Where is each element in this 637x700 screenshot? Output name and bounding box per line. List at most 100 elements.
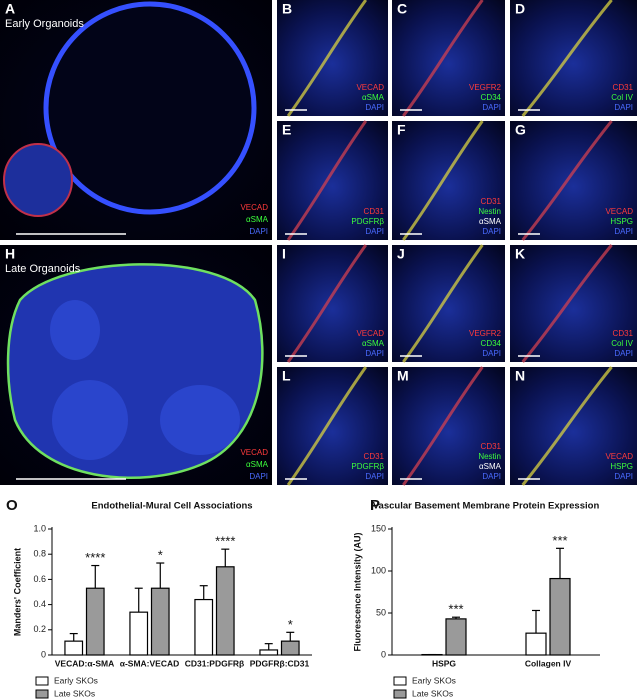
stain-label: VECAD <box>240 203 268 212</box>
y-tick-label: 50 <box>376 607 386 617</box>
panel-letter: F <box>397 122 406 138</box>
legend-swatch <box>393 689 407 699</box>
chart-title: Endothelial-Mural Cell Associations <box>91 501 252 512</box>
panel-letter: I <box>282 246 286 262</box>
stain-label: DAPI <box>365 103 384 112</box>
chart-title: Vascular Basement Membrane Protein Expre… <box>373 501 600 512</box>
bar <box>85 587 105 656</box>
stain-label: CD34 <box>481 93 502 102</box>
stain-label: Col IV <box>611 339 633 348</box>
x-tick-label: CD31:PDGFRβ <box>185 658 245 668</box>
bar <box>280 640 300 656</box>
stain-label: Nestin <box>478 452 501 461</box>
panel-letter: B <box>282 1 292 17</box>
bar <box>64 640 84 656</box>
vessel <box>402 244 484 363</box>
stain-label: VECAD <box>605 207 633 216</box>
stain-label: CD31 <box>364 207 385 216</box>
stain-label: PDGFRβ <box>351 217 384 226</box>
y-tick-label: 0.2 <box>33 624 46 634</box>
significance-label: * <box>158 547 163 562</box>
panel-letter: O <box>6 497 18 514</box>
stain-label: VECAD <box>240 448 268 457</box>
stain-label: DAPI <box>249 227 268 236</box>
micrograph <box>510 121 637 240</box>
micrograph <box>510 0 637 116</box>
vessel <box>402 120 484 241</box>
stain-label: Nestin <box>478 207 501 216</box>
stain-label: DAPI <box>482 103 501 112</box>
organoid-bud <box>3 143 73 217</box>
stain-label: CD31 <box>613 329 634 338</box>
significance-label: **** <box>85 550 105 565</box>
panel-letter: G <box>515 122 526 138</box>
bar <box>445 618 467 656</box>
micrograph <box>510 367 637 485</box>
stain-label: DAPI <box>365 472 384 481</box>
x-tick-label: HSPG <box>432 658 456 668</box>
y-axis-label: Manders' Coefficient <box>12 548 22 636</box>
legend-label: Late SKOs <box>54 688 95 698</box>
micrograph <box>277 121 388 240</box>
vessel <box>286 366 368 486</box>
stain-label: CD31 <box>481 197 502 206</box>
stain-label: DAPI <box>614 472 633 481</box>
micrograph <box>392 367 505 485</box>
stain-label: αSMA <box>362 93 385 102</box>
vessel <box>286 244 368 363</box>
panel-letter: C <box>397 1 407 17</box>
bar <box>150 587 170 656</box>
organoid-lobe <box>50 300 100 360</box>
stain-label: PDGFRβ <box>351 462 384 471</box>
organoid-outline <box>43 1 257 215</box>
stain-label: DAPI <box>482 472 501 481</box>
stain-label: DAPI <box>249 472 268 481</box>
stain-label: αSMA <box>362 339 385 348</box>
legend-swatch <box>35 676 49 686</box>
stain-label: CD31 <box>613 83 634 92</box>
bar <box>215 566 235 656</box>
organoid-lobe <box>52 380 128 460</box>
legend-label: Early SKOs <box>412 675 456 685</box>
y-tick-label: 0.8 <box>33 549 46 559</box>
panel-letter: N <box>515 368 525 384</box>
legend-label: Late SKOs <box>412 688 453 698</box>
significance-label: **** <box>215 534 235 549</box>
panel-label: Late Organoids <box>5 263 81 275</box>
legend-swatch <box>35 689 49 699</box>
x-tick-label: VECAD:α-SMA <box>55 658 115 668</box>
x-tick-label: PDGFRβ:CD31 <box>250 658 310 668</box>
panel-letter: A <box>5 1 15 17</box>
vessel <box>521 120 613 241</box>
stain-label: VECAD <box>356 83 384 92</box>
stain-label: DAPI <box>365 227 384 236</box>
stain-label: DAPI <box>614 103 633 112</box>
y-tick-label: 0 <box>41 649 46 659</box>
micrograph <box>277 0 388 116</box>
stain-label: αSMA <box>479 462 502 471</box>
stain-label: HSPG <box>610 462 633 471</box>
panel-letter: D <box>515 1 525 17</box>
stain-label: DAPI <box>482 349 501 358</box>
panel-label: Early Organoids <box>5 18 84 30</box>
vessel <box>521 0 613 117</box>
stain-label: Col IV <box>611 93 633 102</box>
significance-label: * <box>288 617 293 632</box>
stain-label: DAPI <box>482 227 501 236</box>
stain-label: VEGFR2 <box>469 329 502 338</box>
panel-letter: H <box>5 246 15 262</box>
panel-letter: L <box>282 368 291 384</box>
micrograph <box>277 245 388 362</box>
micrograph <box>392 245 505 362</box>
panel-letter: K <box>515 246 525 262</box>
panel-letter: P <box>370 497 380 514</box>
micrograph <box>277 367 388 485</box>
charts: O Endothelial-Mural Cell Associations Mand… <box>6 497 600 699</box>
stain-label: VEGFR2 <box>469 83 502 92</box>
significance-label: *** <box>552 533 567 548</box>
bar <box>259 649 279 656</box>
organoid-lobe <box>160 385 240 455</box>
stain-label: DAPI <box>614 227 633 236</box>
y-tick-label: 0 <box>381 649 386 659</box>
